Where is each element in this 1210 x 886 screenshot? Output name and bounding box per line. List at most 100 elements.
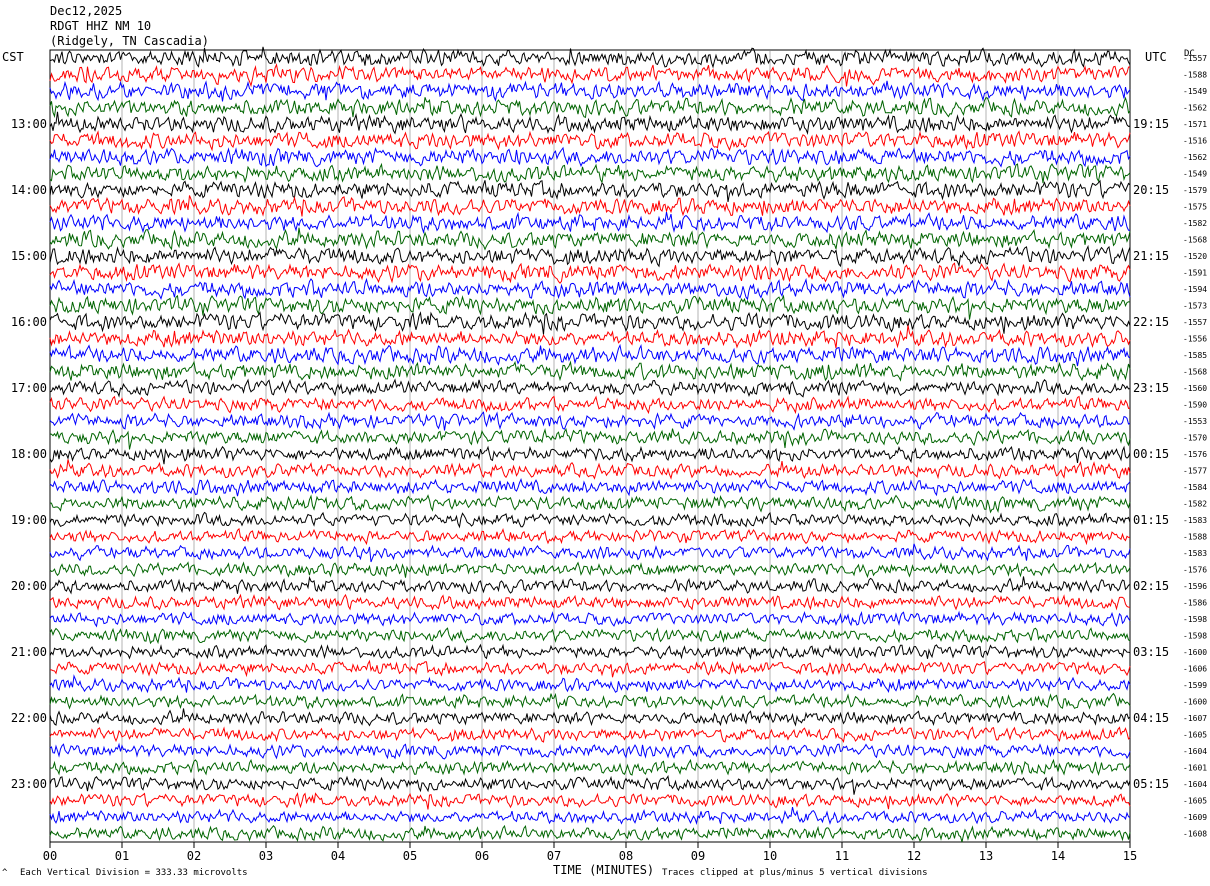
x-tick-label: 13 [979,849,993,863]
trace-line [49,325,1131,349]
right-time-label: 03:15 [1133,645,1169,659]
trace-line [49,277,1131,301]
trace-line [49,395,1131,415]
header-station: RDGT HHZ NM 10 [50,19,152,33]
dc-offset-label: -1520 [1183,252,1207,261]
trace-line [49,792,1131,810]
dc-offset-label: -1598 [1183,632,1207,641]
dc-offset-label: -1606 [1183,665,1207,674]
right-time-label: 05:15 [1133,777,1169,791]
dc-offset-label: -1568 [1183,236,1207,245]
clip-note: Traces clipped at plus/minus 5 vertical … [662,868,928,878]
trace-line [49,674,1131,694]
plot-frame [49,49,1131,843]
dc-offset-label: -1549 [1183,87,1207,96]
dc-offset-label: -1598 [1183,615,1207,624]
dc-offset-label: -1556 [1183,335,1207,344]
dc-offset-label: -1571 [1183,120,1207,129]
trace-line [49,610,1131,628]
x-tick-label: 08 [619,849,633,863]
header-date: Dec12,2025 [50,4,123,18]
trace-line [49,262,1131,284]
trace-line [49,627,1131,645]
trace-line [49,692,1131,711]
trace-line [49,343,1131,367]
trace-line [49,411,1131,431]
dc-offset-label: -1557 [1183,54,1207,63]
dc-offset-label: -1562 [1183,153,1207,162]
left-time-label: 13:00 [11,117,47,131]
left-time-label: 14:00 [11,183,47,197]
dc-offset-label: -1577 [1183,467,1207,476]
trace-line [49,543,1131,563]
x-tick-label: 11 [835,849,849,863]
dc-offset-label: -1586 [1183,599,1207,608]
trace-line [49,227,1131,251]
x-tick-label: 03 [259,849,273,863]
dc-offset-label: -1608 [1183,830,1207,839]
left-time-label: 15:00 [11,249,47,263]
trace-line [49,726,1131,743]
trace-line [49,311,1131,335]
dc-offset-label: -1575 [1183,203,1207,212]
dc-offset-label: -1604 [1183,747,1207,756]
x-tick-label: 04 [331,849,345,863]
dc-offset-label: -1553 [1183,417,1207,426]
right-time-label: 21:15 [1133,249,1169,263]
dc-offset-label: -1549 [1183,170,1207,179]
dc-offset-label: -1583 [1183,549,1207,558]
trace-line [49,162,1131,184]
right-time-label: 22:15 [1133,315,1169,329]
x-tick-label: 06 [475,849,489,863]
dc-offset-label: -1562 [1183,104,1207,113]
right-time-label: 00:15 [1133,447,1169,461]
right-time-label: 23:15 [1133,381,1169,395]
dc-offset-label: -1591 [1183,269,1207,278]
dc-offset-label: -1600 [1183,648,1207,657]
dc-offset-label: -1607 [1183,714,1207,723]
trace-line [49,511,1131,529]
dc-offset-label: -1601 [1183,764,1207,773]
left-time-label: 22:00 [11,711,47,725]
x-tick-label: 12 [907,849,921,863]
left-zone-label: CST [2,50,24,64]
trace-line [49,478,1131,497]
x-axis-label: TIME (MINUTES) [553,863,655,877]
right-time-label: 04:15 [1133,711,1169,725]
trace-line [49,824,1131,843]
left-time-label: 19:00 [11,513,47,527]
dc-offset-label: -1582 [1183,219,1207,228]
trace-line [49,46,1131,69]
trace-line [50,659,1131,678]
trace-line [49,378,1131,398]
trace-line [49,445,1131,465]
scale-note: Each Vertical Division = 333.33 microvol… [20,868,248,878]
x-tick-label: 14 [1051,849,1065,863]
trace-line [49,294,1131,320]
x-tick-label: 09 [691,849,705,863]
trace-line [49,244,1131,268]
dc-offset-label: -1590 [1183,401,1207,410]
dc-offset-label: -1582 [1183,500,1207,509]
left-time-label: 18:00 [11,447,47,461]
trace-line [49,561,1131,579]
trace-line [49,195,1131,217]
dc-offset-label: -1560 [1183,384,1207,393]
left-time-label: 21:00 [11,645,47,659]
x-tick-label: 00 [43,849,57,863]
dc-offset-label: -1605 [1183,797,1207,806]
trace-line [49,494,1131,514]
dc-offset-label: -1557 [1183,318,1207,327]
right-zone-label: UTC [1145,50,1167,64]
x-tick-label: 02 [187,849,201,863]
trace-line [49,593,1131,611]
trace-line [49,211,1130,235]
trace-line [49,360,1131,382]
trace-line [49,575,1131,595]
dc-offset-label: -1588 [1183,71,1207,80]
x-tick-label: 05 [403,849,417,863]
right-time-label: 02:15 [1133,579,1169,593]
dc-offset-label: -1579 [1183,186,1207,195]
right-time-label: 19:15 [1133,117,1169,131]
